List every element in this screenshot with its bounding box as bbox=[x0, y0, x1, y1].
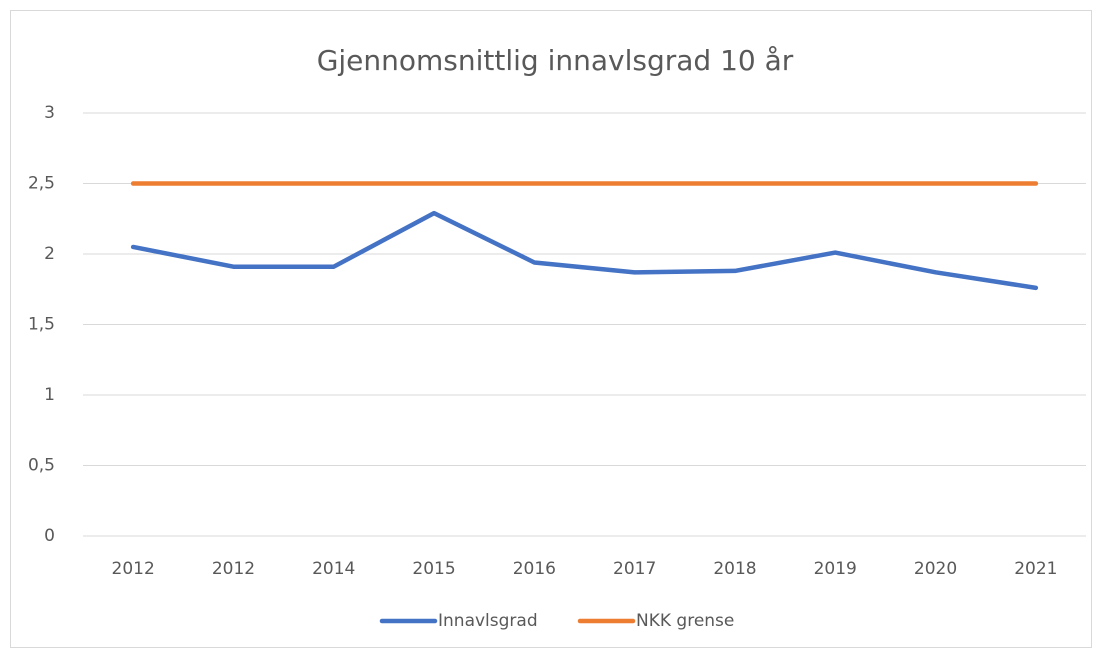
y-tick-label: 2 bbox=[44, 244, 55, 264]
x-tick-label: 2016 bbox=[513, 559, 556, 579]
x-tick-label: 2021 bbox=[1014, 559, 1057, 579]
x-tick-label: 2012 bbox=[212, 559, 255, 579]
x-tick-label: 2019 bbox=[814, 559, 857, 579]
x-tick-label: 2018 bbox=[713, 559, 756, 579]
x-tick-label: 2020 bbox=[914, 559, 957, 579]
y-tick-label: 0,5 bbox=[28, 456, 55, 476]
y-tick-label: 1 bbox=[44, 385, 55, 405]
chart-title: Gjennomsnittlig innavlsgrad 10 år bbox=[317, 44, 794, 77]
y-tick-label: 3 bbox=[44, 103, 55, 123]
legend-label: NKK grense bbox=[636, 611, 734, 631]
x-tick-label: 2015 bbox=[412, 559, 455, 579]
x-tick-label: 2017 bbox=[613, 559, 656, 579]
y-tick-label: 1,5 bbox=[28, 315, 55, 335]
x-tick-label: 2014 bbox=[312, 559, 355, 579]
y-tick-label: 0 bbox=[44, 526, 55, 546]
data-line bbox=[130, 210, 1039, 291]
y-tick-label: 2,5 bbox=[28, 174, 55, 194]
legend-label: Innavlsgrad bbox=[438, 611, 538, 631]
x-tick-label: 2012 bbox=[112, 559, 155, 579]
chart-border bbox=[10, 10, 1092, 648]
